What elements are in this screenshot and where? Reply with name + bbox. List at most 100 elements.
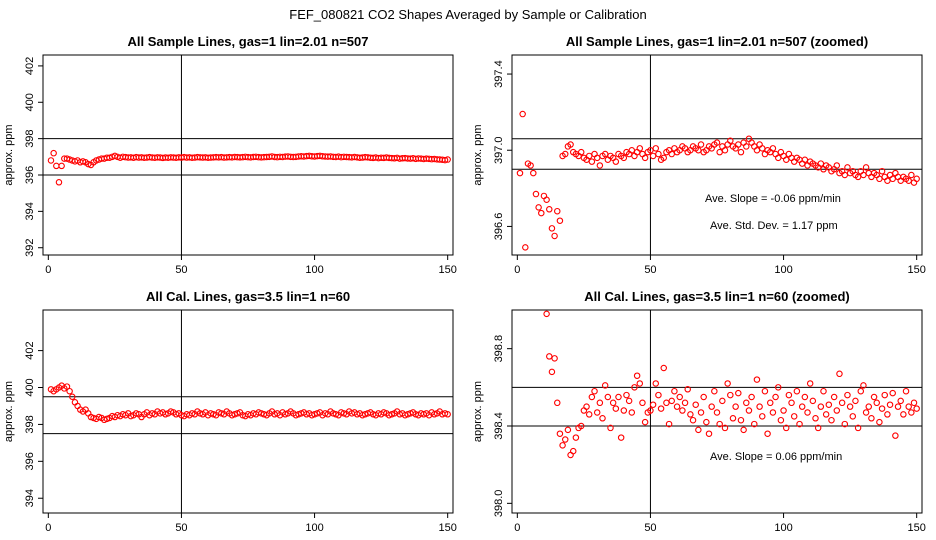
data-point <box>577 148 585 156</box>
data-point <box>711 387 718 395</box>
data-point <box>561 436 569 443</box>
data-point <box>652 380 660 387</box>
y-tick-label: 398.4 <box>493 412 505 440</box>
data-point <box>897 177 904 184</box>
data-point <box>849 413 857 420</box>
x-tick-label: 100 <box>305 264 323 276</box>
data-point <box>804 409 811 416</box>
data-point <box>620 407 628 414</box>
data-point <box>615 393 622 401</box>
data-point <box>905 403 912 410</box>
data-point <box>737 416 745 424</box>
data-point <box>697 141 705 148</box>
data-point <box>684 386 691 393</box>
x-tick-label: 150 <box>438 264 456 276</box>
data-point <box>516 169 524 177</box>
y-tick-label: 402 <box>24 57 36 75</box>
data-series <box>543 310 920 459</box>
y-tick-label: 398.0 <box>493 490 505 518</box>
data-point <box>538 209 545 217</box>
data-point <box>713 409 721 416</box>
data-point <box>551 232 558 240</box>
data-point <box>908 171 915 179</box>
y-tick-label: 396 <box>24 166 36 184</box>
data-point <box>655 391 662 399</box>
data-point <box>636 380 644 387</box>
y-tick-label: 396 <box>24 452 36 470</box>
data-point <box>860 171 867 179</box>
panel-title: All Cal. Lines, gas=3.5 lin=1 n=60 <box>146 289 350 304</box>
data-point <box>55 179 63 186</box>
y-tick-label: 397.0 <box>493 136 505 164</box>
data-point <box>766 399 774 407</box>
data-point <box>886 401 894 408</box>
data-point <box>577 422 585 430</box>
data-point <box>759 413 766 420</box>
data-point <box>625 397 633 405</box>
data-point <box>567 451 574 459</box>
data-point <box>671 387 678 395</box>
data-point <box>910 179 918 186</box>
data-point <box>663 399 670 407</box>
data-point <box>748 139 755 146</box>
data-point <box>591 150 598 158</box>
annotation: Ave. Std. Dev. = 1.17 ppm <box>710 220 838 232</box>
data-point <box>868 173 875 181</box>
data-point <box>628 409 636 416</box>
data-point <box>695 426 702 434</box>
data-point <box>751 143 758 150</box>
data-point <box>692 401 699 408</box>
data-point <box>636 145 644 152</box>
data-point <box>633 372 641 379</box>
data-point <box>687 411 694 418</box>
data-point <box>551 355 558 362</box>
y-axis-label: approx. ppm <box>3 381 15 442</box>
data-point <box>63 383 71 390</box>
chart-panel-3: All Cal. Lines, gas=3.5 lin=1 n=60 approx… <box>3 289 457 534</box>
data-point <box>612 158 620 165</box>
data-point <box>844 391 851 399</box>
data-point <box>607 424 614 432</box>
data-point <box>894 173 902 181</box>
data-point <box>862 164 870 171</box>
data-point <box>873 399 880 407</box>
data-point <box>892 169 899 177</box>
data-point <box>519 110 526 118</box>
data-point <box>569 447 577 455</box>
data-point <box>841 171 849 179</box>
data-point <box>47 157 55 164</box>
data-point <box>554 207 561 215</box>
annotation: Ave. Slope = 0.06 ppm/min <box>710 451 842 463</box>
data-point <box>889 389 896 397</box>
data-point <box>894 403 902 410</box>
chart-panel-4: All Cal. Lines, gas=3.5 lin=1 n=60 (zoom… <box>472 289 926 534</box>
data-point <box>567 141 574 148</box>
data-point <box>719 143 726 150</box>
x-tick-label: 50 <box>175 264 187 276</box>
data-point <box>556 217 564 224</box>
data-point <box>66 387 73 395</box>
data-point <box>740 426 747 434</box>
data-point <box>844 164 851 171</box>
data-point <box>796 420 803 428</box>
data-point <box>596 399 604 407</box>
data-point <box>788 399 795 407</box>
data-point <box>681 399 689 407</box>
data-point <box>609 399 617 407</box>
data-point <box>857 387 865 395</box>
x-tick-label: 150 <box>907 522 925 534</box>
y-tick-label: 398.8 <box>493 335 505 363</box>
data-point <box>593 409 601 416</box>
y-tick-label: 400 <box>24 378 36 396</box>
data-point <box>647 407 654 414</box>
data-point <box>441 156 449 164</box>
data-point <box>884 411 891 418</box>
data-point <box>623 391 630 399</box>
x-tick-label: 0 <box>45 264 51 276</box>
data-point <box>727 391 734 399</box>
data-point <box>628 146 636 154</box>
data-point <box>756 403 763 410</box>
data-point <box>822 411 830 418</box>
x-tick-label: 50 <box>644 264 656 276</box>
data-point <box>556 430 564 437</box>
